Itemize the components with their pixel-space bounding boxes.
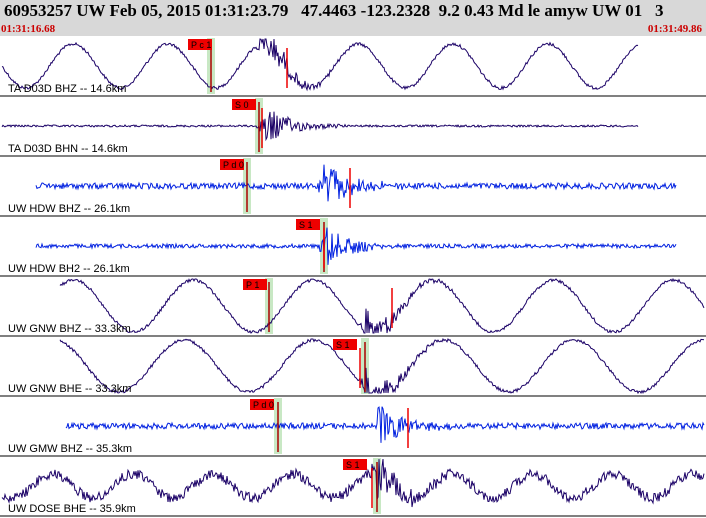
station-label: UW HDW BH2 -- 26.1km bbox=[8, 263, 130, 275]
trace-panel[interactable]: S 1 UW GNW BHE -- 33.3km bbox=[0, 337, 706, 397]
trace-panel[interactable]: P c 1 TA D03D BHZ -- 14.6km bbox=[0, 38, 706, 97]
trace-panel[interactable]: S 1 UW HDW BH2 -- 26.1km bbox=[0, 218, 706, 277]
station-label: UW HDW BHZ -- 26.1km bbox=[8, 203, 130, 215]
pick-tag[interactable] bbox=[220, 159, 244, 170]
event-title: 60953257 UW Feb 05, 2015 01:31:23.79 47.… bbox=[4, 1, 664, 20]
trace-panel[interactable]: P 1 UW GNW BHZ -- 33.3km bbox=[0, 277, 706, 337]
pick-tag[interactable] bbox=[343, 459, 367, 470]
station-label: TA D03D BHN -- 14.6km bbox=[8, 143, 128, 155]
pick-tag-label: P d 0 bbox=[253, 400, 274, 410]
pick-tag-label: S 0 bbox=[235, 100, 249, 110]
pick-tag-label: P c 1 bbox=[191, 40, 211, 50]
trace-panel[interactable]: S 1 UW DOSE BHE -- 35.9km bbox=[0, 458, 706, 517]
waveform bbox=[35, 164, 677, 202]
pick-tag[interactable] bbox=[188, 39, 212, 50]
start-time: 01:31:16.68 bbox=[1, 23, 56, 35]
pick-tag[interactable] bbox=[243, 279, 267, 290]
waveform bbox=[1, 111, 639, 142]
pick-tag[interactable] bbox=[296, 219, 320, 230]
pick-tag-label: S 1 bbox=[299, 220, 313, 230]
pick-tag-label: S 1 bbox=[346, 460, 360, 470]
trace-panel[interactable]: P d 0 UW GMW BHZ -- 35.3km bbox=[0, 398, 706, 457]
trace-panel[interactable]: S 0 TA D03D BHN -- 14.6km bbox=[0, 98, 706, 157]
pick-tag-label: P d 0 bbox=[223, 160, 244, 170]
pick-tag-label: P 1 bbox=[246, 280, 259, 290]
event-header: 60953257 UW Feb 05, 2015 01:31:23.79 47.… bbox=[0, 0, 706, 36]
waveform bbox=[65, 406, 705, 443]
pick-tag[interactable] bbox=[333, 339, 357, 350]
pick-tag[interactable] bbox=[250, 399, 274, 410]
waveform bbox=[1, 458, 705, 508]
waveform bbox=[59, 277, 705, 334]
station-label: TA D03D BHZ -- 14.6km bbox=[8, 83, 126, 95]
station-label: UW GNW BHE -- 33.3km bbox=[8, 383, 131, 395]
waveform bbox=[35, 227, 677, 265]
trace-panel[interactable]: P d 0 UW HDW BHZ -- 26.1km bbox=[0, 158, 706, 217]
pick-tag[interactable] bbox=[232, 99, 256, 110]
station-label: UW GMW BHZ -- 35.3km bbox=[8, 443, 132, 455]
waveform bbox=[59, 337, 705, 395]
end-time: 01:31:49.86 bbox=[647, 23, 702, 35]
seismogram-panel[interactable]: P c 1 TA D03D BHZ -- 14.6km S 0 TA D03D BHN… bbox=[0, 36, 706, 518]
waveform bbox=[1, 38, 639, 92]
station-label: UW DOSE BHE -- 35.9km bbox=[8, 503, 136, 515]
pick-tag-label: S 1 bbox=[336, 340, 350, 350]
station-label: UW GNW BHZ -- 33.3km bbox=[8, 323, 131, 335]
